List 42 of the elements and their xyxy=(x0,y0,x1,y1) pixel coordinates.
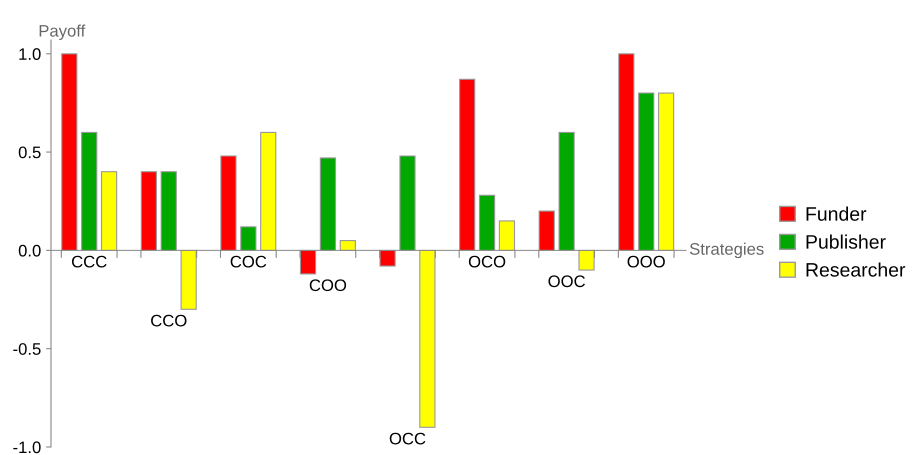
bar xyxy=(260,132,276,251)
bar xyxy=(240,226,256,251)
bar xyxy=(300,250,316,275)
bar xyxy=(658,92,674,251)
legend-label: Researcher xyxy=(806,262,906,277)
bar xyxy=(498,220,516,251)
legend-label: Publisher xyxy=(806,234,886,249)
bar xyxy=(160,171,177,251)
bar xyxy=(220,155,237,251)
y-tick-label: 0.0 xyxy=(18,244,41,257)
bar xyxy=(538,210,555,251)
y-tick-label: 1.0 xyxy=(19,48,41,60)
x-tick-label: OCO xyxy=(468,256,506,268)
y-tick-label: -0.5 xyxy=(13,343,41,355)
bar xyxy=(618,53,634,251)
bar xyxy=(340,240,356,251)
legend-label: Funder xyxy=(806,206,866,221)
x-axis-title: Strategies xyxy=(690,242,764,258)
x-tick-label: CCC xyxy=(72,256,107,268)
bar xyxy=(320,157,336,251)
bar xyxy=(419,250,436,428)
bar xyxy=(558,132,575,251)
x-tick-label: COC xyxy=(230,256,266,268)
bar xyxy=(61,53,78,251)
bar xyxy=(638,92,654,251)
x-tick-label: OOO xyxy=(628,256,665,268)
bar xyxy=(379,250,396,267)
bar xyxy=(578,250,595,271)
x-tick-label: OCC xyxy=(390,432,426,444)
x-tick-label: COO xyxy=(310,279,346,292)
bar xyxy=(478,194,496,251)
bar xyxy=(459,78,476,251)
bar xyxy=(399,155,416,251)
x-tick-label: CCO xyxy=(151,314,186,327)
y-tick-label: 0.5 xyxy=(18,146,41,158)
y-tick-label: -1.0 xyxy=(13,441,41,454)
bar xyxy=(100,171,118,251)
y-axis-title: Payoff xyxy=(40,24,86,40)
bar xyxy=(140,171,157,251)
bar xyxy=(180,250,197,310)
bar xyxy=(81,132,98,251)
x-tick-label: OOC xyxy=(548,275,585,288)
